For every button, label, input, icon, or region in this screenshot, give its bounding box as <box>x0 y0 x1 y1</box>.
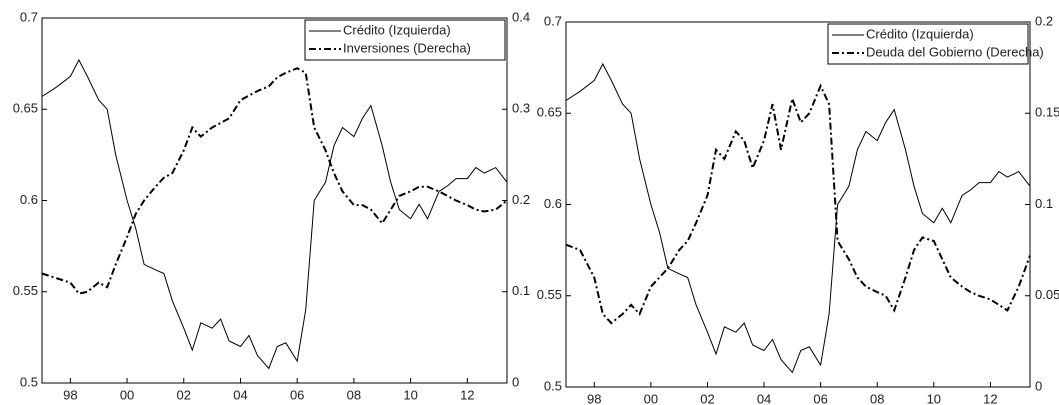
chart: 0.5 0.55 0.6 0.65 0.7 0 0.1 0.2 0.3 0.4 98 00 02 04 06… <box>13 9 530 402</box>
legend-box <box>304 19 506 61</box>
y2-tick-label: 0.3 <box>512 101 530 116</box>
series-line <box>41 67 508 295</box>
y-tick-label: 0.55 <box>537 287 562 302</box>
legend-label: Crédito (Izquierda) <box>343 22 451 37</box>
plot-frame <box>41 17 508 384</box>
y-tick-label: 0.65 <box>537 105 562 120</box>
x-tick-label: 04 <box>233 387 247 402</box>
x-tick-label: 06 <box>290 387 304 402</box>
y-tick-label: 0.55 <box>13 283 38 298</box>
legend-label: Inversiones (Derecha) <box>343 40 471 55</box>
x-tick-label: 98 <box>63 387 77 402</box>
x-tick-label: 02 <box>700 391 714 405</box>
series-line <box>565 62 1031 374</box>
x-tick-label: 00 <box>644 391 658 405</box>
y2-tick-label: 0.1 <box>512 283 530 298</box>
y-tick-label: 0.6 <box>544 196 562 211</box>
y-tick-label: 0.65 <box>13 101 38 116</box>
x-tick-label: 08 <box>347 387 361 402</box>
x-tick-label: 08 <box>870 391 884 405</box>
x-tick-label: 02 <box>177 387 191 402</box>
x-tick-label: 12 <box>983 391 997 405</box>
plot-frame <box>565 21 1031 388</box>
legend-box <box>827 23 1029 65</box>
y2-tick-label: 0.4 <box>512 9 530 24</box>
legend-label: Deuda del Gobierno (Derecha) <box>866 44 1044 59</box>
y2-tick-label: 0.15 <box>1035 105 1059 120</box>
y-tick-label: 0.6 <box>20 192 38 207</box>
y2-tick-label: 0.2 <box>512 192 530 207</box>
x-tick-label: 12 <box>460 387 474 402</box>
x-tick-label: 06 <box>813 391 827 405</box>
x-tick-label: 00 <box>120 387 134 402</box>
y-tick-label: 0.5 <box>20 374 38 389</box>
y2-tick-label: 0.1 <box>1035 196 1053 211</box>
x-tick-label: 10 <box>403 387 417 402</box>
y2-tick-label: 0.05 <box>1035 287 1059 302</box>
series-line <box>565 83 1031 325</box>
series-line <box>41 58 508 370</box>
y-tick-label: 0.7 <box>20 9 38 24</box>
y-tick-label: 0.5 <box>544 378 562 393</box>
y-tick-label: 0.7 <box>544 13 562 28</box>
y2-tick-label: 0 <box>512 374 519 389</box>
x-tick-label: 04 <box>757 391 771 405</box>
chart: 0.5 0.55 0.6 0.65 0.7 0 0.05 0.1 0.15 0.2 98 00 02 04… <box>537 13 1059 405</box>
y2-tick-label: 0 <box>1035 378 1042 393</box>
x-tick-label: 98 <box>587 391 601 405</box>
y2-tick-label: 0.2 <box>1035 13 1053 28</box>
x-tick-label: 10 <box>927 391 941 405</box>
legend-label: Crédito (Izquierda) <box>866 26 974 41</box>
